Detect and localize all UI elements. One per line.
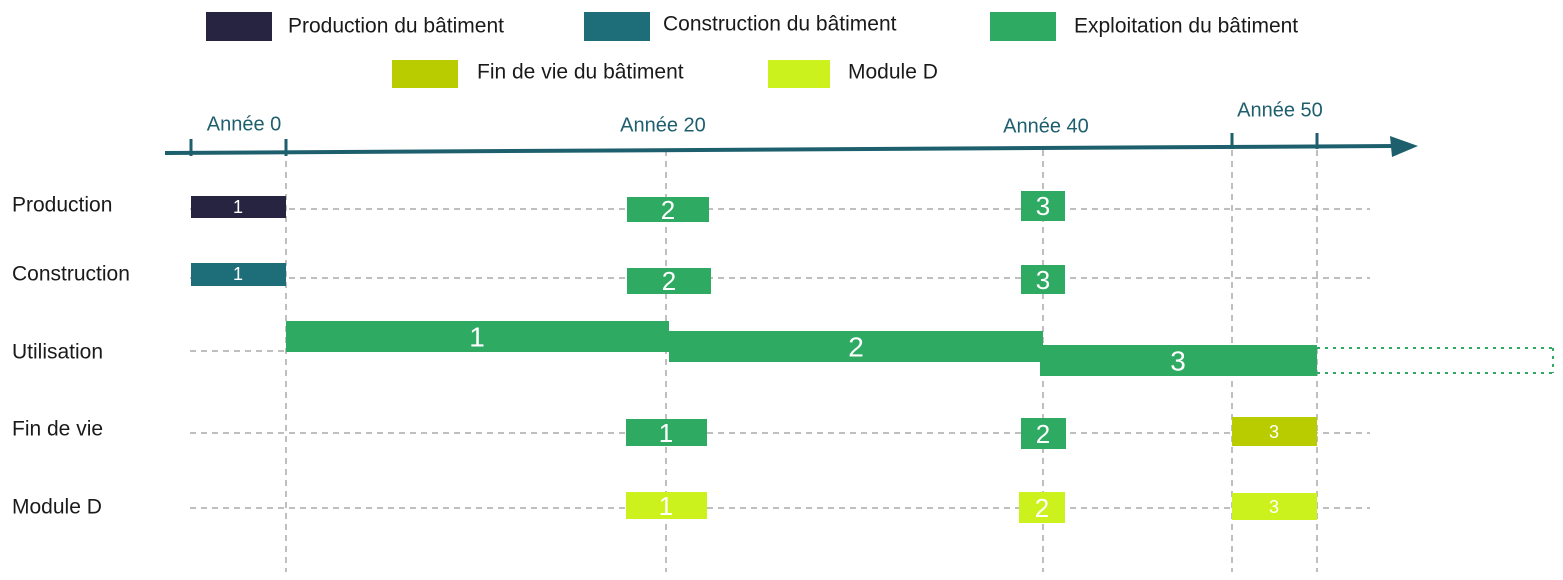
legend-swatch-fin-de-vie bbox=[392, 60, 458, 88]
axis-arrowhead-icon bbox=[1390, 136, 1418, 157]
bar-module-d-3 bbox=[1232, 493, 1317, 520]
bar-utilisation-1 bbox=[286, 321, 669, 352]
row-labels: Production Construction Utilisation Fin … bbox=[12, 194, 130, 519]
legend-label-exploitation: Exploitation du bâtiment bbox=[1074, 15, 1298, 38]
bar-label-module-d-1: 1 bbox=[659, 491, 673, 521]
bar-construction-2 bbox=[627, 268, 711, 294]
bar-production-1 bbox=[191, 196, 286, 218]
axis-line bbox=[164, 144, 1396, 155]
bar-label-fin-de-vie-3: 3 bbox=[1269, 422, 1279, 442]
row-label-construction: Construction bbox=[12, 263, 130, 286]
bar-label-fin-de-vie-1: 1 bbox=[659, 418, 673, 448]
legend-swatch-construction bbox=[584, 12, 650, 41]
bar-label-utilisation-1: 1 bbox=[469, 322, 485, 353]
bar-label-production-2: 2 bbox=[661, 195, 675, 225]
phase-bars: 1 2 3 1 2 3 1 2 3 1 2 3 1 2 3 bbox=[191, 191, 1317, 523]
bar-production-3 bbox=[1021, 191, 1065, 221]
axis-label-annee-50: Année 50 bbox=[1237, 99, 1323, 121]
row-guides bbox=[190, 208, 1370, 509]
bar-utilisation-3 bbox=[1040, 345, 1317, 376]
axis-label-annee-20: Année 20 bbox=[620, 114, 706, 136]
bar-label-construction-1: 1 bbox=[233, 264, 243, 284]
bar-module-d-2 bbox=[1019, 492, 1065, 523]
utilisation-continuation bbox=[1317, 347, 1554, 374]
bar-fin-de-vie-3 bbox=[1232, 417, 1317, 446]
axis-label-annee-0: Année 0 bbox=[207, 113, 282, 135]
legend-swatch-production bbox=[206, 12, 272, 41]
bar-utilisation-2 bbox=[669, 331, 1043, 362]
bar-construction-3 bbox=[1021, 265, 1065, 294]
row-label-utilisation: Utilisation bbox=[12, 341, 103, 364]
bar-label-construction-3: 3 bbox=[1036, 265, 1050, 295]
row-label-module-d: Module D bbox=[12, 496, 102, 519]
bar-construction-1 bbox=[191, 263, 286, 286]
bar-label-utilisation-3: 3 bbox=[1170, 346, 1186, 377]
legend-label-production: Production du bâtiment bbox=[288, 15, 504, 38]
bar-label-module-d-2: 2 bbox=[1035, 493, 1049, 523]
legend-label-construction: Construction du bâtiment bbox=[663, 13, 897, 36]
bar-production-2 bbox=[627, 197, 709, 222]
row-label-fin-de-vie: Fin de vie bbox=[12, 418, 103, 441]
bar-module-d-1 bbox=[626, 492, 707, 519]
bar-label-construction-2: 2 bbox=[662, 266, 676, 296]
bar-label-production-3: 3 bbox=[1036, 191, 1050, 221]
row-label-production: Production bbox=[12, 194, 112, 217]
legend: Production du bâtiment Construction du b… bbox=[206, 12, 1298, 88]
bar-label-fin-de-vie-2: 2 bbox=[1036, 419, 1050, 449]
legend-label-fin-de-vie: Fin de vie du bâtiment bbox=[477, 61, 684, 84]
legend-label-module-d: Module D bbox=[848, 61, 938, 84]
bar-label-utilisation-2: 2 bbox=[848, 332, 864, 363]
axis-label-annee-40: Année 40 bbox=[1003, 115, 1089, 137]
bar-label-production-1: 1 bbox=[233, 197, 243, 217]
legend-swatch-exploitation bbox=[990, 12, 1056, 41]
timeline-axis: Année 0 Année 20 Année 40 Année 50 bbox=[164, 99, 1418, 157]
legend-swatch-module-d bbox=[768, 60, 830, 88]
bar-label-module-d-3: 3 bbox=[1269, 497, 1279, 517]
bar-fin-de-vie-2 bbox=[1021, 418, 1066, 449]
bar-fin-de-vie-1 bbox=[626, 419, 707, 446]
